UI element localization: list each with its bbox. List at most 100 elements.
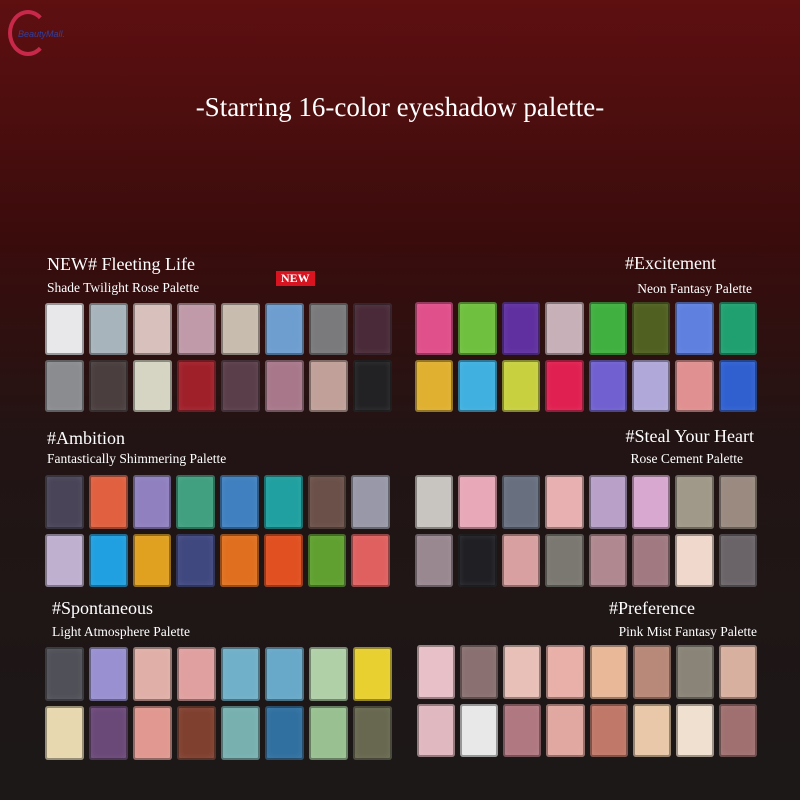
eyeshadow-swatch <box>45 475 84 529</box>
eyeshadow-swatch <box>263 475 303 529</box>
palette-subtitle-fleeting-life: Shade Twilight Rose Palette <box>47 280 200 295</box>
eyeshadow-swatch <box>351 533 390 587</box>
palette-spontaneous <box>45 647 392 760</box>
eyeshadow-swatch <box>221 360 260 412</box>
eyeshadow-swatch <box>265 706 304 760</box>
palette-heading-fleeting-life: NEW# Fleeting Life <box>47 254 195 274</box>
eyeshadow-swatch <box>501 533 541 587</box>
eyeshadow-swatch <box>45 647 84 701</box>
palette-steal-your-heart <box>415 475 757 587</box>
eyeshadow-swatch <box>545 359 584 412</box>
eyeshadow-swatch <box>351 475 390 529</box>
eyeshadow-swatch <box>353 360 392 412</box>
eyeshadow-swatch <box>632 703 671 757</box>
palette-heading-spontaneous: #Spontaneous <box>52 598 153 618</box>
eyeshadow-swatch <box>675 533 714 587</box>
eyeshadow-swatch <box>353 303 392 355</box>
palette-heading-steal-your-heart: #Steal Your Heart <box>625 426 755 446</box>
palette-ambition <box>45 475 390 587</box>
palette-heading-ambition: #Ambition <box>47 428 126 448</box>
palette-subtitle-preference: Pink Mist Fantasy Palette <box>618 624 757 639</box>
eyeshadow-swatch <box>503 703 542 757</box>
eyeshadow-swatch <box>132 475 172 529</box>
eyeshadow-swatch <box>177 706 216 760</box>
eyeshadow-swatch <box>417 645 456 699</box>
eyeshadow-swatch <box>718 302 757 355</box>
palette-heading-excitement: #Excitement <box>625 253 716 273</box>
logo-ring <box>8 10 48 56</box>
eyeshadow-swatch <box>265 647 304 701</box>
eyeshadow-swatch <box>265 360 304 412</box>
eyeshadow-swatch <box>417 703 456 757</box>
eyeshadow-swatch <box>220 475 259 529</box>
eyeshadow-swatch <box>220 533 259 587</box>
palette-subtitle-steal-your-heart: Rose Cement Palette <box>630 451 743 466</box>
eyeshadow-swatch <box>309 360 348 412</box>
eyeshadow-swatch <box>415 359 454 412</box>
eyeshadow-swatch <box>415 302 454 355</box>
eyeshadow-swatch <box>353 706 392 760</box>
eyeshadow-swatch <box>89 360 128 412</box>
eyeshadow-swatch <box>133 303 172 355</box>
eyeshadow-swatch <box>458 359 497 412</box>
eyeshadow-swatch <box>545 475 584 529</box>
eyeshadow-swatch <box>588 359 627 412</box>
eyeshadow-swatch <box>221 303 260 355</box>
eyeshadow-swatch <box>89 706 128 760</box>
palette-fleeting-life <box>45 303 392 412</box>
eyeshadow-swatch <box>675 703 714 757</box>
eyeshadow-swatch <box>675 359 714 412</box>
eyeshadow-swatch <box>588 475 627 529</box>
eyeshadow-swatch <box>176 533 215 587</box>
eyeshadow-swatch <box>503 645 542 699</box>
eyeshadow-swatch <box>589 703 628 757</box>
eyeshadow-swatch <box>415 533 454 587</box>
eyeshadow-swatch <box>458 302 497 355</box>
eyeshadow-swatch <box>45 303 84 355</box>
eyeshadow-swatch <box>263 533 303 587</box>
eyeshadow-swatch <box>45 533 84 587</box>
eyeshadow-swatch <box>718 533 757 587</box>
eyeshadow-swatch <box>632 645 671 699</box>
eyeshadow-swatch <box>309 647 348 701</box>
eyeshadow-swatch <box>460 703 499 757</box>
eyeshadow-swatch <box>718 703 757 757</box>
brand-logo: BeautyMall. <box>8 10 72 62</box>
eyeshadow-swatch <box>221 706 260 760</box>
eyeshadow-swatch <box>588 533 627 587</box>
eyeshadow-swatch <box>501 475 541 529</box>
eyeshadow-swatch <box>675 645 714 699</box>
new-badge: NEW <box>276 271 315 286</box>
palette-subtitle-excitement: Neon Fantasy Palette <box>637 281 752 296</box>
eyeshadow-swatch <box>675 302 714 355</box>
palette-excitement <box>415 302 757 412</box>
eyeshadow-swatch <box>631 359 671 412</box>
eyeshadow-swatch <box>545 302 584 355</box>
palette-subtitle-ambition: Fantastically Shimmering Palette <box>47 451 227 466</box>
eyeshadow-swatch <box>177 647 216 701</box>
palette-preference <box>417 645 757 757</box>
eyeshadow-swatch <box>133 647 172 701</box>
eyeshadow-swatch <box>631 302 671 355</box>
eyeshadow-swatch <box>45 706 84 760</box>
eyeshadow-swatch <box>133 360 172 412</box>
eyeshadow-swatch <box>458 475 497 529</box>
eyeshadow-swatch <box>265 303 304 355</box>
eyeshadow-swatch <box>309 706 348 760</box>
eyeshadow-swatch <box>458 533 497 587</box>
eyeshadow-swatch <box>501 302 541 355</box>
eyeshadow-swatch <box>353 647 392 701</box>
eyeshadow-swatch <box>631 475 671 529</box>
eyeshadow-swatch <box>546 645 585 699</box>
page-title: -Starring 16-color eyeshadow palette- <box>195 92 605 122</box>
eyeshadow-swatch <box>415 475 454 529</box>
eyeshadow-swatch <box>45 360 84 412</box>
eyeshadow-swatch <box>221 647 260 701</box>
eyeshadow-swatch <box>88 475 128 529</box>
logo-text: BeautyMall. <box>18 29 66 39</box>
eyeshadow-swatch <box>631 533 671 587</box>
eyeshadow-swatch <box>718 475 757 529</box>
eyeshadow-swatch <box>307 533 347 587</box>
eyeshadow-swatch <box>89 647 128 701</box>
eyeshadow-swatch <box>177 360 216 412</box>
